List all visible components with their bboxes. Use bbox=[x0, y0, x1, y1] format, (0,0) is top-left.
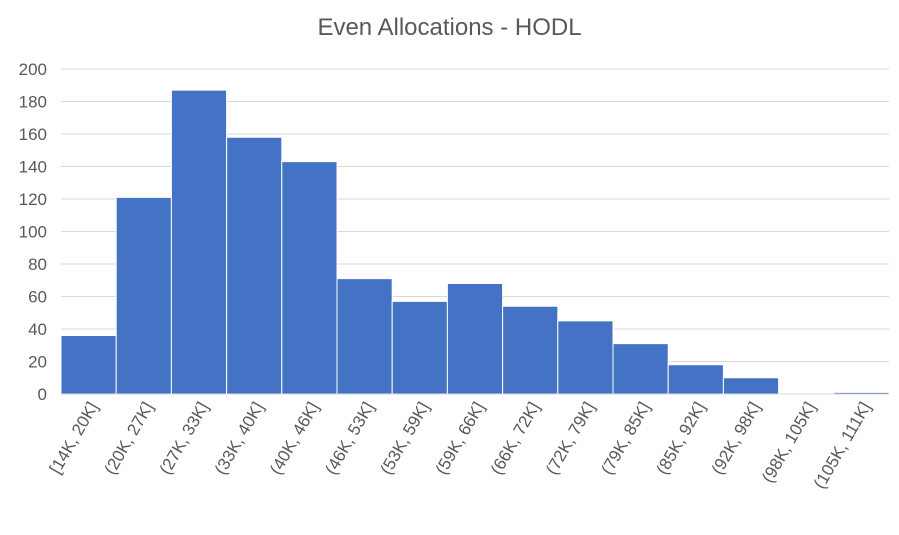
x-tick-labels: [14K, 20K](20K, 27K](27K, 33K](33K, 40K]… bbox=[46, 399, 875, 492]
bar-11 bbox=[667, 364, 724, 395]
bar-5 bbox=[336, 278, 393, 395]
y-tick-label: 140 bbox=[19, 158, 47, 177]
y-tick-label: 80 bbox=[28, 255, 47, 274]
x-tick-label: (72K, 79K] bbox=[542, 399, 599, 478]
y-tick-label: 200 bbox=[19, 60, 47, 79]
bar-3 bbox=[226, 136, 283, 395]
y-tick-label: 40 bbox=[28, 320, 47, 339]
y-tick-label: 100 bbox=[19, 223, 47, 242]
x-tick-label: (20K, 27K] bbox=[101, 399, 158, 478]
bar-1 bbox=[115, 196, 172, 395]
x-tick-label: (40K, 46K] bbox=[266, 399, 323, 478]
y-tick-label: 60 bbox=[28, 288, 47, 307]
bar-0 bbox=[60, 335, 117, 395]
x-tick-label: [14K, 20K] bbox=[46, 399, 102, 477]
x-tick-label: (59K, 66K] bbox=[432, 399, 489, 478]
bar-8 bbox=[502, 305, 559, 395]
bar-9 bbox=[557, 320, 614, 395]
x-tick-label: (66K, 72K] bbox=[487, 399, 544, 478]
bars bbox=[60, 89, 890, 395]
x-tick-label: (105K, 111K] bbox=[810, 399, 875, 492]
bar-12 bbox=[722, 377, 780, 395]
y-tick-label: 160 bbox=[19, 125, 47, 144]
x-tick-label: (98K, 105K] bbox=[758, 399, 819, 486]
x-tick-label: (33K, 40K] bbox=[211, 399, 268, 478]
y-tick-label: 0 bbox=[38, 385, 47, 404]
y-tick-label: 180 bbox=[19, 93, 47, 112]
y-tick-label: 20 bbox=[28, 353, 47, 372]
x-tick-label: (27K, 33K] bbox=[156, 399, 213, 478]
x-tick-label: (92K, 98K] bbox=[708, 399, 765, 478]
x-tick-label: (79K, 85K] bbox=[597, 399, 654, 478]
x-tick-label: (85K, 92K] bbox=[653, 399, 710, 478]
x-tick-label: (46K, 53K] bbox=[321, 399, 378, 478]
bar-7 bbox=[446, 283, 504, 395]
chart-title: Even Allocations - HODL bbox=[317, 14, 582, 41]
bar-2 bbox=[170, 89, 228, 395]
bar-4 bbox=[281, 161, 338, 395]
bar-6 bbox=[391, 300, 448, 395]
y-tick-label: 120 bbox=[19, 190, 47, 209]
y-tick-labels: 0 20 40 60 80 100 120 140 160 180 200 bbox=[19, 60, 47, 404]
bar-10 bbox=[612, 343, 669, 395]
x-tick-label: (53K, 59K] bbox=[377, 399, 434, 478]
